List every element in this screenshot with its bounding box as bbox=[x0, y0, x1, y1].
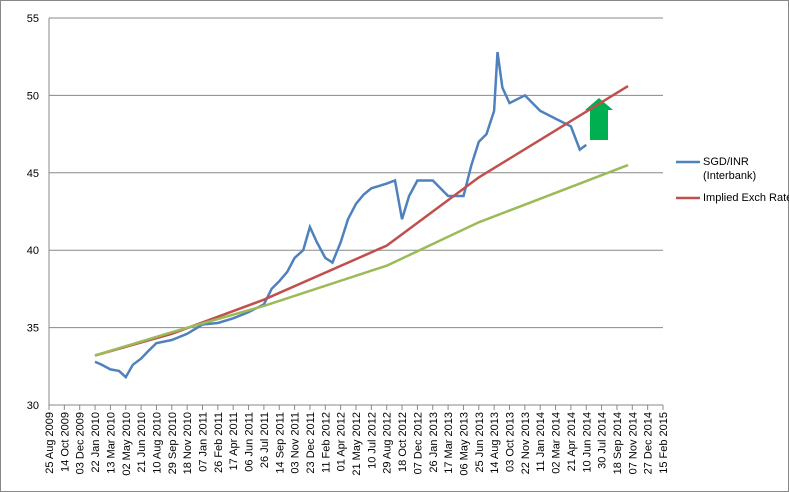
x-tick-label: 18 Oct 2012 bbox=[397, 412, 409, 472]
x-tick-label: 10 Jun 2014 bbox=[581, 412, 593, 473]
legend-label: Implied Exch Rate bbox=[703, 192, 789, 204]
x-tick-label: 10 Aug 2010 bbox=[151, 412, 163, 474]
x-tick-label: 11 Feb 2012 bbox=[320, 412, 332, 473]
x-tick-label: 18 Nov 2010 bbox=[182, 412, 194, 474]
x-tick-label: 25 Jun 2013 bbox=[474, 412, 486, 473]
x-tick-label: 07 Nov 2014 bbox=[627, 412, 639, 474]
x-tick-label: 03 Dec 2009 bbox=[75, 412, 87, 474]
series-line bbox=[94, 51, 588, 380]
x-tick-label: 06 Jun 2011 bbox=[244, 412, 256, 472]
x-tick-label: 06 May 2013 bbox=[458, 412, 470, 476]
x-tick-label: 30 Jul 2014 bbox=[597, 412, 609, 469]
x-tick-label: 29 Sep 2010 bbox=[167, 412, 179, 474]
y-tick-label: 55 bbox=[27, 13, 39, 25]
x-tick-label: 15 Feb 2015 bbox=[658, 412, 670, 474]
y-tick-label: 40 bbox=[27, 245, 39, 257]
x-tick-label: 14 Sep 2011 bbox=[274, 412, 286, 474]
x-tick-label: 02 Mar 2014 bbox=[551, 412, 563, 474]
x-tick-label: 18 Sep 2014 bbox=[612, 412, 624, 474]
x-tick-label: 26 Jul 2011 bbox=[259, 412, 271, 468]
y-tick-label: 50 bbox=[27, 90, 39, 102]
x-tick-label: 10 Jul 2012 bbox=[366, 412, 378, 469]
x-tick-label: 03 Nov 2011 bbox=[290, 412, 302, 474]
x-tick-label: 21 Jun 2010 bbox=[136, 412, 148, 473]
x-tick-label: 13 Mar 2010 bbox=[105, 412, 117, 474]
x-tick-label: 22 Nov 2013 bbox=[520, 412, 532, 474]
x-tick-label: 29 Aug 2012 bbox=[382, 412, 394, 474]
legend-label: SGD/INR (Interbank) bbox=[703, 156, 757, 182]
x-tick-label: 22 Jan 2010 bbox=[90, 412, 102, 473]
x-tick-label: 17 Apr 2011 bbox=[228, 412, 240, 471]
x-tick-label: 21 Apr 2014 bbox=[566, 412, 578, 471]
x-tick-label: 07 Dec 2012 bbox=[412, 412, 424, 474]
x-tick-label: 07 Jan 2011 bbox=[198, 412, 210, 472]
y-tick-label: 30 bbox=[27, 400, 39, 412]
x-tick-label: 11 Jan 2014 bbox=[535, 412, 547, 472]
x-tick-label: 25 Aug 2009 bbox=[44, 412, 56, 474]
x-tick-label: 03 Oct 2013 bbox=[505, 412, 517, 472]
x-tick-label: 14 Oct 2009 bbox=[59, 412, 71, 472]
x-tick-label: 26 Jan 2013 bbox=[428, 412, 440, 473]
x-tick-label: 17 Mar 2013 bbox=[443, 412, 455, 474]
x-tick-label: 21 May 2012 bbox=[351, 412, 363, 476]
x-tick-label: 26 Feb 2011 bbox=[213, 412, 225, 473]
x-tick-label: 27 Dec 2014 bbox=[643, 412, 655, 474]
x-tick-label: 01 Apr 2012 bbox=[336, 412, 348, 471]
x-tick-label: 23 Dec 2011 bbox=[305, 412, 317, 474]
series-line bbox=[94, 85, 629, 357]
x-tick-label: 14 Aug 2013 bbox=[489, 412, 501, 474]
y-tick-label: 35 bbox=[27, 323, 39, 335]
series-line bbox=[94, 163, 629, 357]
x-tick-label: 02 May 2010 bbox=[121, 412, 133, 476]
y-tick-label: 45 bbox=[27, 168, 39, 180]
